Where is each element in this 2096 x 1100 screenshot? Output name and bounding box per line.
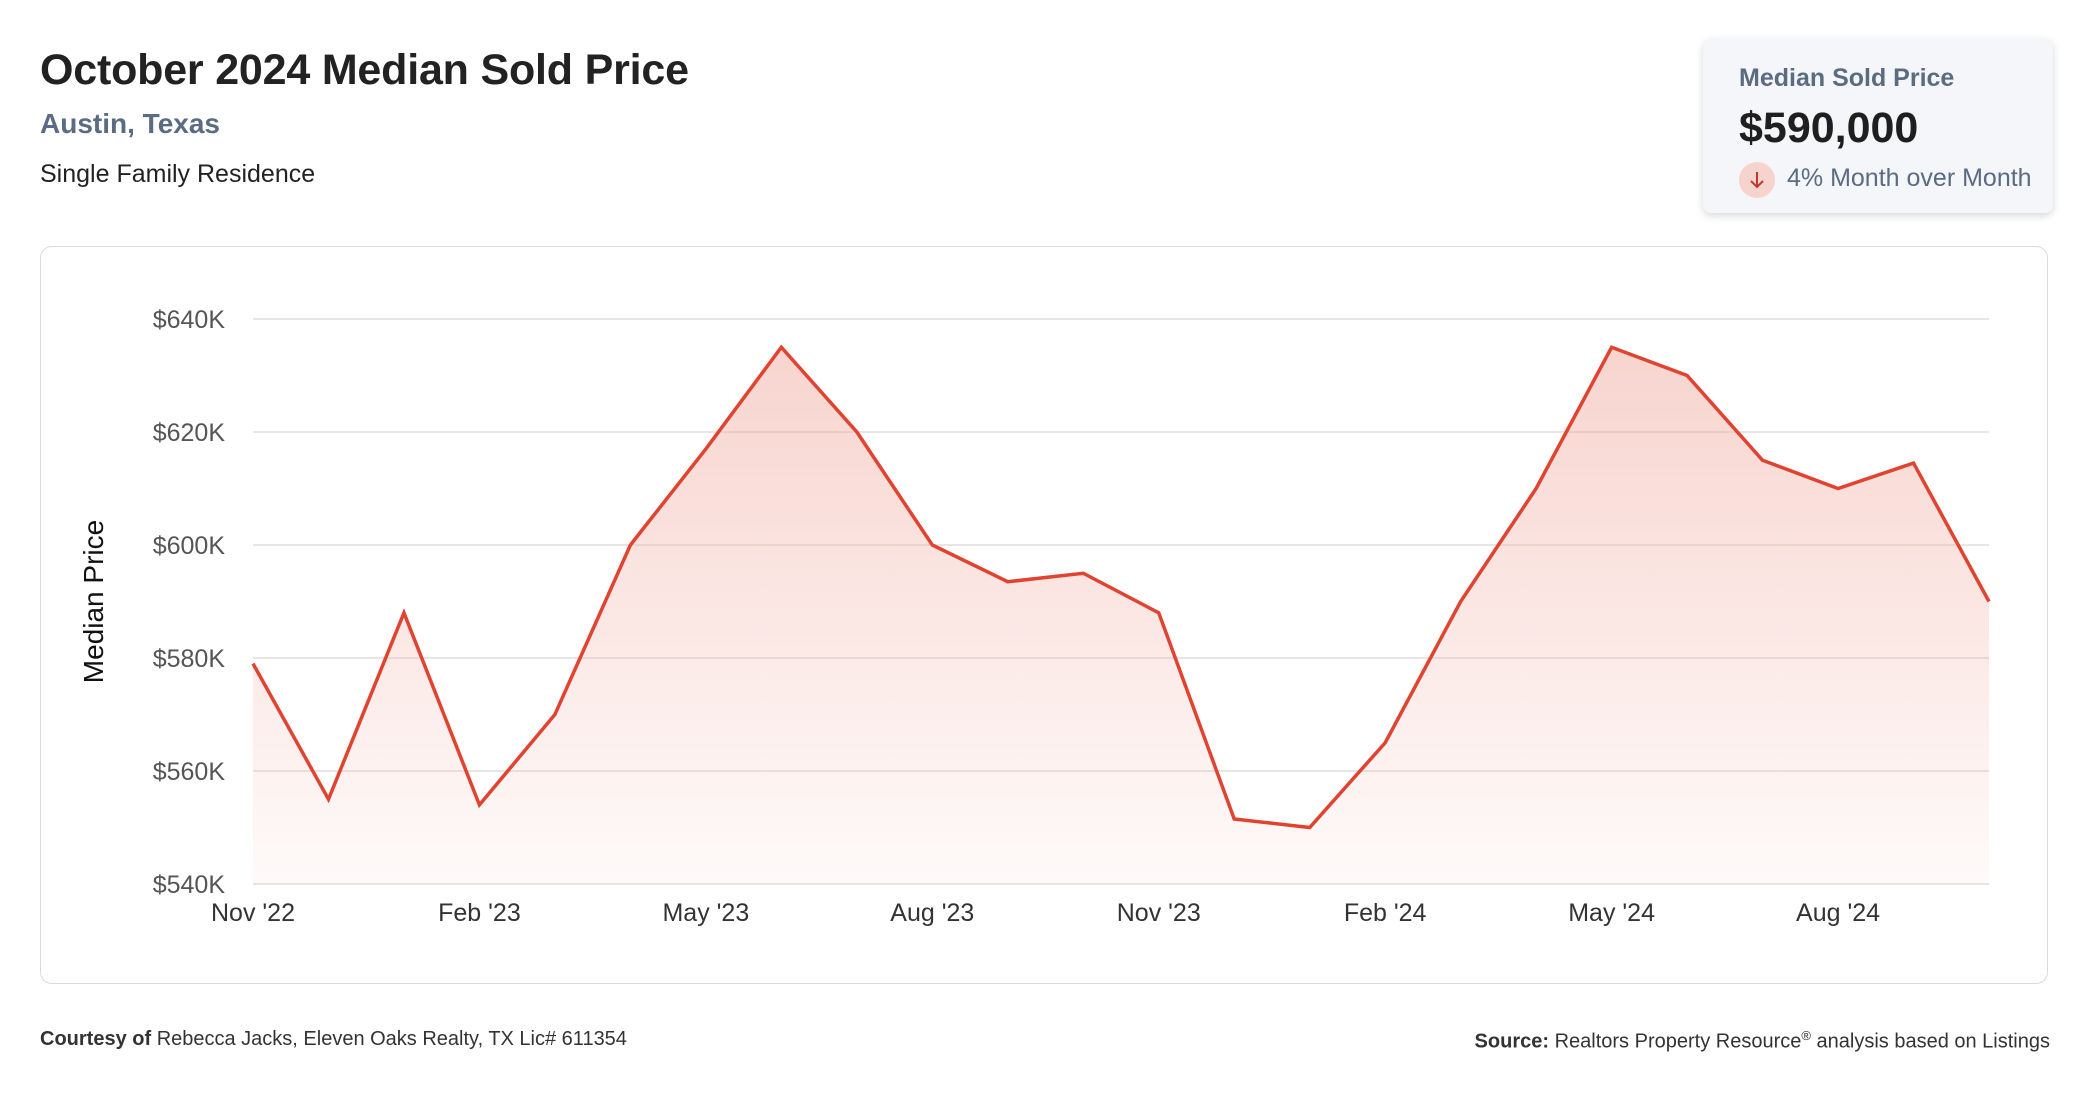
data-point	[1534, 487, 1538, 491]
source-text: Realtors Property Resource	[1554, 1030, 1802, 1053]
stat-value: $590,000	[1739, 104, 1919, 152]
data-point	[1685, 374, 1689, 378]
x-tick-label: Aug '24	[1796, 899, 1880, 927]
y-tick-label: $600K	[153, 532, 226, 560]
data-point	[628, 543, 632, 547]
y-tick-label: $560K	[153, 758, 226, 786]
source-suffix: analysis based on Listings	[1816, 1030, 2050, 1053]
x-tick-label: May '24	[1568, 899, 1655, 927]
data-point	[1459, 600, 1463, 604]
x-tick-label: Feb '24	[1344, 899, 1427, 927]
data-point	[930, 543, 934, 547]
source-label: Source:	[1474, 1030, 1550, 1053]
courtesy-text: Rebecca Jacks, Eleven Oaks Realty, TX Li…	[156, 1028, 627, 1050]
x-tick-label: Feb '23	[438, 899, 521, 927]
median-price-stat-card: Median Sold Price $590,000 4% Month over…	[1703, 38, 2053, 213]
y-tick-label: $580K	[153, 645, 226, 673]
data-point	[1006, 580, 1010, 584]
data-point	[1081, 571, 1085, 575]
data-point	[1232, 817, 1236, 821]
registered-mark: ®	[1801, 1028, 1811, 1043]
page-title: October 2024 Median Sold Price	[40, 46, 689, 94]
data-point	[553, 713, 557, 717]
data-point	[779, 345, 783, 349]
courtesy-label: Courtesy of	[40, 1028, 152, 1050]
data-point	[251, 662, 255, 666]
data-point	[1157, 611, 1161, 615]
median-price-chart: $540K $560K $580K $600K $620K $640K Nov '22 Feb…	[78, 306, 1991, 927]
x-tick-label: Aug '23	[890, 899, 974, 927]
chart-container: $540K $560K $580K $600K $620K $640K Nov '22 Feb…	[40, 246, 2048, 984]
property-type-label: Single Family Residence	[40, 160, 316, 188]
data-point	[1308, 826, 1312, 830]
data-point	[1383, 741, 1387, 745]
x-tick-label: Nov '23	[1117, 899, 1201, 927]
data-point	[402, 611, 406, 615]
x-tick-label: May '23	[662, 899, 749, 927]
x-tick-label: Nov '22	[211, 899, 295, 927]
source-footer: Source: Realtors Property Resource® anal…	[1475, 1028, 2050, 1054]
y-tick-label: $640K	[153, 306, 226, 334]
month-over-month-change: 4% Month over Month	[1787, 164, 2032, 192]
y-tick-label: $540K	[153, 871, 226, 899]
data-point	[1610, 345, 1614, 349]
area-fill	[253, 347, 1989, 884]
y-tick-label: $620K	[153, 419, 226, 447]
data-point	[1836, 487, 1840, 491]
arrow-down-icon	[1739, 162, 1775, 198]
stat-label: Median Sold Price	[1739, 64, 1955, 92]
data-point	[1912, 461, 1916, 465]
data-point	[704, 447, 708, 451]
series-line	[251, 344, 1991, 830]
data-point	[1987, 600, 1991, 604]
data-point	[855, 430, 859, 434]
location-label: Austin, Texas	[40, 108, 220, 139]
data-point	[326, 797, 330, 801]
courtesy-footer: Courtesy of Rebecca Jacks, Eleven Oaks R…	[40, 1028, 627, 1051]
data-point	[477, 803, 481, 807]
y-axis-label: Median Price	[78, 520, 109, 683]
data-point	[1761, 458, 1765, 462]
